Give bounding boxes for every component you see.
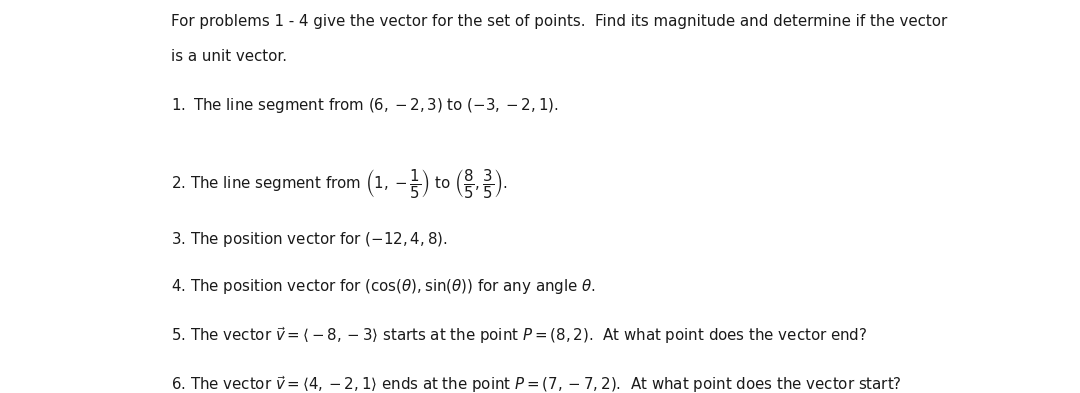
Text: $\mathsf{1.}$ The line segment from $\mathsf{(6,-2,3)}$ to $\mathsf{(-3,-2,1)}$.: $\mathsf{1.}$ The line segment from $\ma…: [171, 96, 558, 115]
Text: 4. The position vector for $(\cos(\theta),\sin(\theta))$ for any angle $\theta$.: 4. The position vector for $(\cos(\theta…: [171, 277, 595, 296]
Text: 2. The line segment from $\left(1,-\dfrac{1}{5}\right)$ to $\left(\dfrac{8}{5},\: 2. The line segment from $\left(1,-\dfra…: [171, 167, 508, 200]
Text: For problems 1 - 4 give the vector for the set of points.  Find its magnitude an: For problems 1 - 4 give the vector for t…: [171, 14, 947, 29]
Text: 6. The vector $\vec{v}=\langle 4,-2,1\rangle$ ends at the point $P=(7,-7,2)$.  A: 6. The vector $\vec{v}=\langle 4,-2,1\ra…: [171, 374, 902, 393]
Text: is a unit vector.: is a unit vector.: [171, 49, 286, 64]
Text: 3. The position vector for $(-12,4,8)$.: 3. The position vector for $(-12,4,8)$.: [171, 230, 447, 249]
Text: 5. The vector $\vec{v}=\langle -8,-3\rangle$ starts at the point $P=(8,2)$.  At : 5. The vector $\vec{v}=\langle -8,-3\ran…: [171, 325, 867, 346]
